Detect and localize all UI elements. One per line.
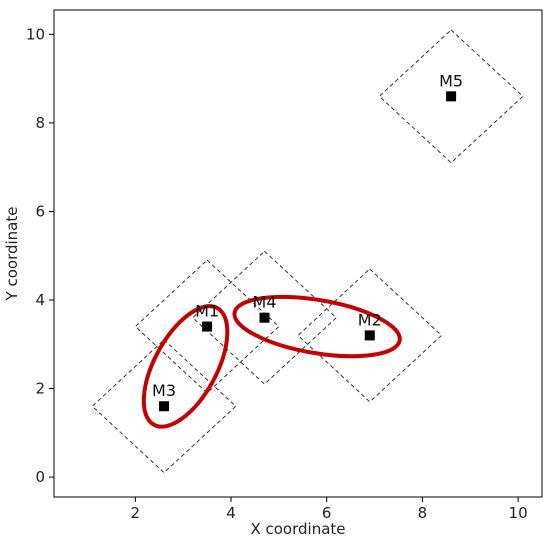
x-axis-title: X coordinate [250,520,345,538]
point-m3 [159,401,170,412]
y-tick-label: 10 [26,25,45,43]
point-m1 [202,321,213,332]
x-tick-label: 4 [226,504,236,522]
point-label-m1: M1 [195,302,219,321]
diamond-m2 [297,268,443,403]
x-tick-label: 10 [509,504,528,522]
y-axis-title: Y coordinate [3,207,21,302]
diamond-m1 [134,259,280,394]
plot-area-frame [53,9,543,498]
y-tick-label: 0 [35,468,45,486]
y-tick-label: 8 [35,114,45,132]
diamond-regions [91,29,524,474]
point-label-m4: M4 [253,293,277,312]
point-label-m2: M2 [358,310,382,329]
group-ellipse-m4-m2 [232,294,402,359]
y-tick-label: 4 [35,291,45,309]
x-tick-label: 8 [418,504,428,522]
x-tick-label: 2 [131,504,141,522]
axis-ticks: 2 4 6 8 10 0 2 4 6 8 10 [26,25,528,522]
x-tick-label: 6 [322,504,332,522]
data-points: M1 M2 M3 M4 M5 [152,71,463,412]
point-m4 [259,312,270,323]
y-tick-label: 2 [35,380,45,398]
point-m5 [446,91,457,102]
point-label-m5: M5 [439,71,463,90]
y-tick-label: 6 [35,202,45,220]
group-ellipses [141,294,402,429]
point-m2 [364,330,375,341]
diamond-m5 [378,29,524,164]
point-label-m3: M3 [152,381,176,400]
group-ellipse-m1-m3 [141,304,230,429]
diamond-m4 [192,250,338,385]
